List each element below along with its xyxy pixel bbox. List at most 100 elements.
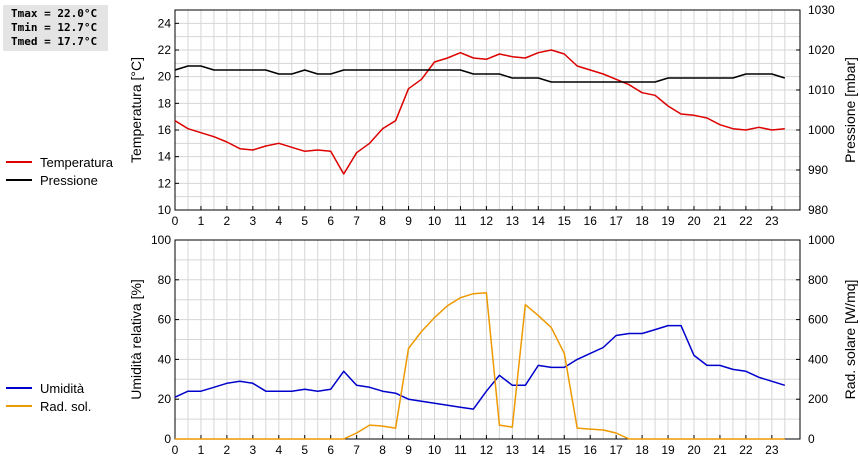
x-tick-label: 3 [250, 443, 257, 457]
x-tick-label: 22 [739, 214, 753, 228]
tmin-text: Tmin = 12.7°C [11, 21, 98, 34]
legend-item: Umidità [6, 379, 91, 397]
legend-label: Rad. sol. [40, 398, 92, 414]
x-tick-label: 1 [198, 214, 205, 228]
series-line-umidit [174, 324, 786, 410]
x-tick-label: 12 [480, 443, 494, 457]
x-tick-label: 13 [506, 443, 520, 457]
x-tick-label: 10 [428, 443, 442, 457]
y-tick-label-right: 1010 [808, 83, 835, 97]
y-axis-title-left: Temperatura [°C] [128, 57, 144, 163]
y-tick-label-left: 18 [158, 96, 172, 110]
series-line-temperatura [174, 49, 785, 175]
series-line-rad-sol [175, 291, 785, 440]
legend-label: Temperatura [40, 154, 113, 170]
x-tick-label: 15 [558, 443, 572, 457]
x-tick-label: 2 [224, 443, 231, 457]
y-tick-label-right: 1020 [808, 43, 835, 57]
x-tick-label: 17 [609, 443, 623, 457]
x-tick-label: 17 [609, 214, 623, 228]
plot-frame [174, 9, 801, 211]
legend-bottom: Umidità Rad. sol. [6, 379, 91, 415]
legend-item: Pressione [6, 171, 113, 189]
y-tick-label-left: 10 [158, 203, 172, 217]
x-tick-label: 0 [172, 214, 179, 228]
chart-panel-bottom: 0 1 2 3 4 5 6 7 8 9 10 11 12 13 14 15 16 17 18 19 20 21 22 2302… [128, 233, 858, 457]
x-tick-label: 7 [353, 214, 360, 228]
legend-swatch [6, 179, 32, 181]
y-tick-label-left: 40 [158, 352, 172, 366]
y-tick-label-left: 16 [158, 123, 172, 137]
y-tick-label-right: 1030 [808, 3, 835, 17]
y-tick-label-left: 60 [158, 313, 172, 327]
y-tick-label-left: 0 [164, 432, 171, 446]
x-tick-label: 16 [584, 443, 598, 457]
x-tick-label: 11 [454, 443, 467, 457]
x-tick-label: 3 [250, 214, 257, 228]
y-tick-label-left: 20 [158, 392, 172, 406]
y-tick-label-right: 980 [808, 203, 828, 217]
y-tick-label-right: 600 [808, 313, 828, 327]
x-tick-label: 8 [379, 214, 386, 228]
y-axis-title-right: Pressione [mbar] [842, 57, 858, 163]
x-tick-label: 19 [661, 443, 675, 457]
x-tick-label: 7 [353, 443, 360, 457]
legend-swatch [6, 161, 32, 163]
y-tick-label-left: 22 [158, 43, 172, 57]
x-tick-label: 9 [405, 443, 412, 457]
y-tick-label-right: 1000 [808, 123, 835, 137]
y-tick-label-right: 800 [808, 273, 828, 287]
x-tick-label: 21 [713, 443, 727, 457]
y-axis-title-right: Rad. solare [W/mq] [842, 280, 858, 400]
y-tick-label-right: 990 [808, 163, 828, 177]
x-tick-label: 13 [506, 214, 520, 228]
x-tick-label: 16 [584, 214, 598, 228]
legend-item: Rad. sol. [6, 397, 91, 415]
x-tick-label: 19 [661, 214, 675, 228]
y-tick-label-left: 24 [158, 16, 172, 30]
x-tick-label: 20 [687, 214, 701, 228]
y-tick-label-left: 12 [158, 176, 172, 190]
tmed-text: Tmed = 17.7°C [11, 35, 98, 48]
x-tick-label: 4 [275, 443, 282, 457]
y-tick-label-left: 20 [158, 70, 172, 84]
legend-swatch [6, 405, 32, 407]
chart-panel-top: 0 1 2 3 4 5 6 7 8 9 10 11 12 13 14 15 16 17 18 19 20 21 22 2310… [128, 3, 858, 228]
x-tick-label: 23 [765, 214, 779, 228]
x-tick-label: 2 [224, 214, 231, 228]
x-tick-label: 5 [301, 443, 308, 457]
x-tick-label: 12 [480, 214, 494, 228]
y-tick-label-left: 80 [158, 273, 172, 287]
legend-label: Umidità [40, 380, 85, 396]
x-tick-label: 4 [275, 214, 282, 228]
x-tick-label: 10 [428, 214, 442, 228]
x-tick-label: 14 [532, 214, 546, 228]
x-tick-label: 6 [327, 214, 334, 228]
legend-item: Temperatura [6, 153, 113, 171]
x-tick-label: 21 [713, 214, 727, 228]
y-axis-title-left: Umidità relativa [%] [128, 279, 144, 400]
tmax-text: Tmax = 22.0°C [11, 7, 98, 20]
x-tick-label: 1 [198, 443, 205, 457]
x-tick-label: 8 [379, 443, 386, 457]
y-tick-label-right: 200 [808, 392, 828, 406]
x-tick-label: 5 [301, 214, 308, 228]
x-tick-label: 9 [405, 214, 412, 228]
x-tick-label: 18 [635, 214, 649, 228]
x-tick-label: 20 [687, 443, 701, 457]
x-tick-label: 23 [765, 443, 779, 457]
legend-label: Pressione [40, 172, 98, 188]
x-tick-label: 15 [558, 214, 572, 228]
y-tick-label-right: 0 [808, 432, 815, 446]
y-tick-label-right: 400 [808, 352, 828, 366]
x-tick-label: 0 [172, 443, 179, 457]
stats-box: Tmax = 22.0°C Tmin = 12.7°C Tmed = 17.7°… [3, 5, 108, 51]
plot-frame [174, 239, 801, 440]
legend-top: Temperatura Pressione [6, 153, 113, 189]
y-tick-label-left: 14 [158, 150, 172, 164]
x-tick-label: 6 [327, 443, 334, 457]
x-tick-label: 11 [454, 214, 467, 228]
y-tick-label-right: 1000 [808, 233, 835, 247]
series-line-pressione [174, 65, 786, 83]
